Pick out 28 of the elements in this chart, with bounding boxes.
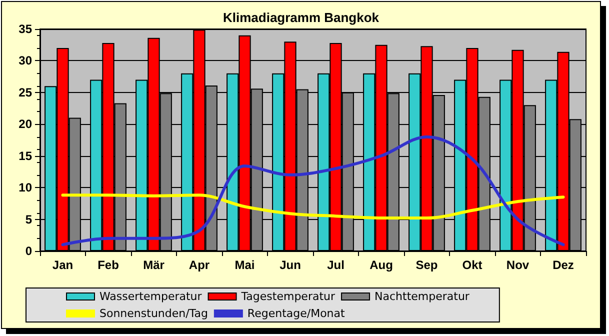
line-series [61, 194, 565, 220]
x-tick-label: Mär [143, 258, 165, 272]
x-tick-label: Jun [280, 258, 301, 272]
y-tick-label: 35 [18, 22, 32, 36]
x-tick-label: Mai [234, 258, 255, 272]
x-tick-label: Dez [552, 258, 574, 272]
legend-label: Sonnenstunden/Tag [100, 307, 208, 320]
y-tick-label: 0 [25, 244, 32, 258]
x-tick-label: Feb [98, 258, 119, 272]
legend-label: Tagestemperatur [240, 290, 336, 303]
x-tick-label: Nov [506, 258, 530, 272]
x-tick-label: Jan [52, 258, 74, 272]
x-tick-label: Aug [370, 258, 393, 272]
y-tick-label: 15 [18, 148, 32, 163]
x-tick-label: Jul [327, 258, 344, 272]
y-tick-label: 10 [18, 180, 32, 195]
legend-label: Nachttemperatur [374, 290, 470, 303]
y-tick-label: 30 [18, 54, 32, 68]
y-tick-label: 5 [25, 212, 32, 226]
chart-title: Klimadiagramm Bangkok [222, 10, 380, 25]
x-tick-label: Okt [462, 258, 482, 272]
legend-label: Wassertemperatur [100, 290, 202, 303]
x-tick-label: Apr [188, 258, 210, 272]
x-tick-label: Sep [416, 258, 438, 272]
line-series [61, 135, 565, 246]
y-tick-label: 20 [18, 117, 32, 132]
y-tick-label: 25 [18, 85, 32, 100]
legend-label: Regentage/Monat [247, 307, 346, 320]
